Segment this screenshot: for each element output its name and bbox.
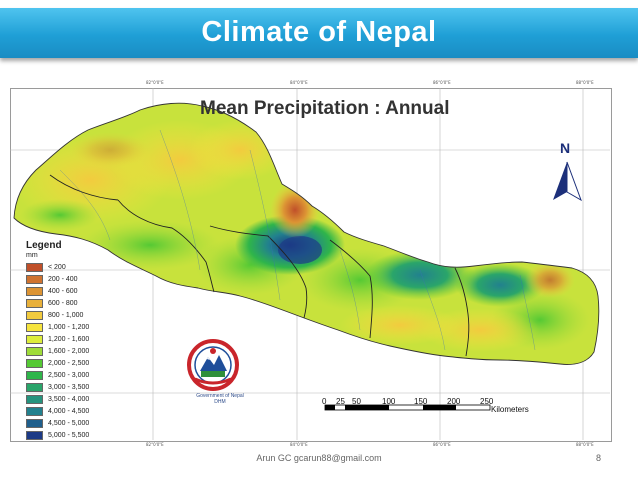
slide-title: Climate of Nepal bbox=[201, 16, 437, 48]
legend-label: 4,500 - 5,000 bbox=[48, 419, 90, 427]
legend-swatch bbox=[26, 358, 43, 368]
legend-item: 1,000 - 1,200 bbox=[26, 321, 89, 333]
legend-label: 200 - 400 bbox=[48, 275, 78, 283]
legend-item: 3,500 - 4,000 bbox=[26, 393, 89, 405]
legend-item: 800 - 1,000 bbox=[26, 309, 89, 321]
footer-credit: Arun GC gcarun88@gmail.com bbox=[256, 453, 382, 463]
legend-swatch bbox=[26, 286, 43, 296]
legend-item: 5,000 - 5,500 bbox=[26, 429, 89, 441]
legend-item: 600 - 800 bbox=[26, 297, 89, 309]
legend-swatch bbox=[26, 418, 43, 428]
nepal-country-shape bbox=[14, 103, 599, 365]
emblem-caption-line-2: DHM bbox=[214, 399, 226, 405]
longitude-tick: 86°0'0"E bbox=[433, 80, 451, 85]
legend-label: 3,500 - 4,000 bbox=[48, 395, 90, 403]
legend-item: 200 - 400 bbox=[26, 273, 89, 285]
scale-unit: Kilometers bbox=[491, 405, 529, 414]
legend-label: 400 - 600 bbox=[48, 287, 78, 295]
government-of-nepal-emblem-icon bbox=[187, 339, 239, 391]
longitude-tick: 84°0'0"E bbox=[290, 80, 308, 85]
legend-swatch bbox=[26, 346, 43, 356]
legend-swatch bbox=[26, 322, 43, 332]
legend-item: < 200 bbox=[26, 261, 89, 273]
legend-label: 3,000 - 3,500 bbox=[48, 383, 90, 391]
legend-swatch bbox=[26, 406, 43, 416]
legend-swatch bbox=[26, 298, 43, 308]
legend-label: < 200 bbox=[48, 263, 66, 271]
legend-swatch bbox=[26, 274, 43, 284]
legend-swatch bbox=[26, 394, 43, 404]
legend-item: 2,000 - 2,500 bbox=[26, 357, 89, 369]
legend-item: 4,500 - 5,000 bbox=[26, 417, 89, 429]
longitude-tick: 82°0'0"E bbox=[146, 442, 164, 447]
legend-unit: mm bbox=[26, 252, 38, 259]
scale-tick: 150 bbox=[414, 397, 428, 406]
legend-item: 1,200 - 1,600 bbox=[26, 333, 89, 345]
longitude-tick: 88°0'0"E bbox=[576, 442, 594, 447]
map-title: Mean Precipitation : Annual bbox=[200, 98, 450, 119]
legend-swatch bbox=[26, 262, 43, 272]
legend-item: 2,500 - 3,000 bbox=[26, 369, 89, 381]
legend-swatch bbox=[26, 430, 43, 440]
legend-swatch bbox=[26, 310, 43, 320]
legend-swatch bbox=[26, 370, 43, 380]
legend: Legend mm < 200 200 - 400 400 - 600 600 - 8… bbox=[26, 240, 89, 441]
title-banner: Climate of Nepal bbox=[0, 8, 638, 58]
page-number: 8 bbox=[596, 453, 602, 463]
longitude-tick: 84°0'0"E bbox=[290, 442, 308, 447]
legend-label: 5,000 - 5,500 bbox=[48, 431, 90, 439]
legend-item: 4,000 - 4,500 bbox=[26, 405, 89, 417]
longitude-tick: 82°0'0"E bbox=[146, 80, 164, 85]
scale-tick: 250 bbox=[480, 397, 494, 406]
legend-label: 1,200 - 1,600 bbox=[48, 335, 90, 343]
scale-bar bbox=[324, 404, 491, 411]
emblem-caption-line-1: Government of Nepal bbox=[196, 393, 244, 399]
legend-swatch bbox=[26, 382, 43, 392]
legend-item: 400 - 600 bbox=[26, 285, 89, 297]
legend-label: 2,500 - 3,000 bbox=[48, 371, 90, 379]
legend-label: 1,600 - 2,000 bbox=[48, 347, 90, 355]
scale-tick: 200 bbox=[447, 397, 461, 406]
scale-tick: 100 bbox=[382, 397, 396, 406]
scale-tick: 25 bbox=[336, 397, 345, 406]
legend-label: 600 - 800 bbox=[48, 299, 78, 307]
legend-label: 800 - 1,000 bbox=[48, 311, 84, 319]
emblem-caption: Government of Nepal DHM bbox=[180, 393, 260, 405]
legend-title: Legend bbox=[26, 240, 62, 251]
legend-swatch bbox=[26, 334, 43, 344]
scale-tick: 50 bbox=[352, 397, 361, 406]
longitude-tick: 86°0'0"E bbox=[433, 442, 451, 447]
scale-tick: 0 bbox=[322, 397, 327, 406]
longitude-tick: 88°0'0"E bbox=[576, 80, 594, 85]
north-label: N bbox=[560, 140, 571, 156]
rivers bbox=[59, 129, 536, 351]
legend-label: 1,000 - 1,200 bbox=[48, 323, 90, 331]
region-boundaries bbox=[49, 174, 470, 357]
legend-label: 2,000 - 2,500 bbox=[48, 359, 90, 367]
legend-label: 4,000 - 4,500 bbox=[48, 407, 90, 415]
legend-item: 1,600 - 2,000 bbox=[26, 345, 89, 357]
legend-item: 3,000 - 3,500 bbox=[26, 381, 89, 393]
legend-items: < 200 200 - 400 400 - 600 600 - 800 800 - 1,… bbox=[26, 261, 89, 441]
north-arrow-icon bbox=[553, 161, 582, 202]
nepal-outline bbox=[13, 102, 600, 365]
